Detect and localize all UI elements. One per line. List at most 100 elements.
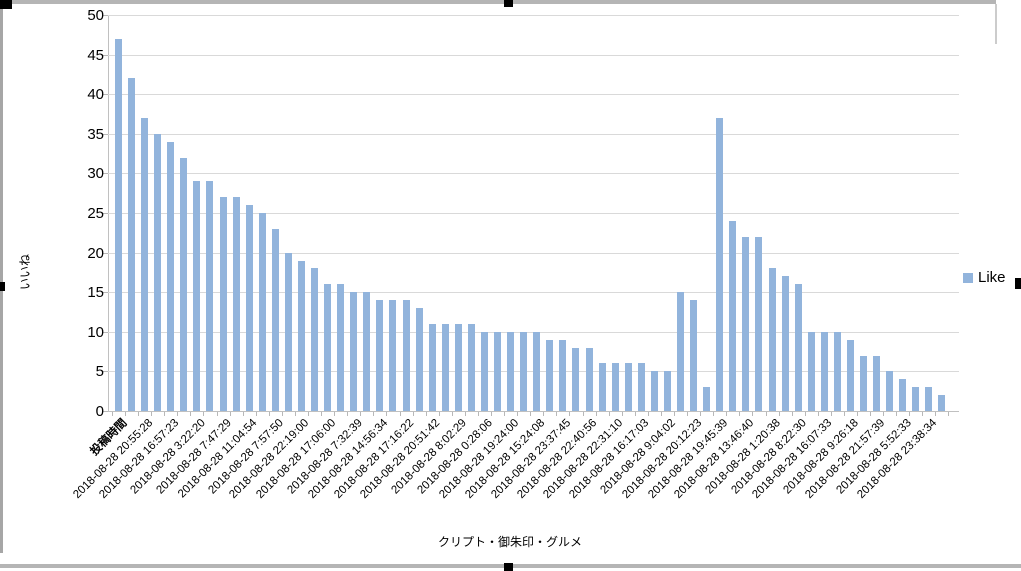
y-axis-tick-label: 10	[87, 324, 104, 341]
bar[interactable]	[860, 356, 867, 411]
y-axis-tick	[103, 253, 108, 254]
bar[interactable]	[220, 197, 227, 411]
legend[interactable]: Like	[963, 270, 1006, 285]
bar[interactable]	[612, 363, 619, 411]
bar[interactable]	[206, 181, 213, 411]
bar[interactable]	[285, 253, 292, 411]
bar[interactable]	[141, 118, 148, 411]
selection-handle-top-middle[interactable]	[504, 0, 513, 7]
bar[interactable]	[128, 78, 135, 411]
bar[interactable]	[311, 268, 318, 411]
bar[interactable]	[442, 324, 449, 411]
bar[interactable]	[912, 387, 919, 411]
bar[interactable]	[729, 221, 736, 411]
selection-handle-top-left[interactable]	[0, 0, 12, 9]
x-axis-tick	[805, 412, 806, 416]
bar[interactable]	[533, 332, 540, 411]
bar[interactable]	[886, 371, 893, 411]
bar[interactable]	[572, 348, 579, 411]
x-axis-tick	[700, 412, 701, 416]
bar[interactable]	[599, 363, 606, 411]
x-axis-tick	[687, 412, 688, 416]
bar[interactable]	[755, 237, 762, 411]
bar[interactable]	[782, 276, 789, 411]
bar[interactable]	[677, 292, 684, 411]
x-axis-tick	[818, 412, 819, 416]
x-axis-tick	[726, 412, 727, 416]
bar[interactable]	[625, 363, 632, 411]
bar[interactable]	[559, 340, 566, 411]
bar[interactable]	[520, 332, 527, 411]
bar[interactable]	[847, 340, 854, 411]
bar[interactable]	[664, 371, 671, 411]
gridline	[108, 253, 959, 254]
gridline	[108, 55, 959, 56]
bar[interactable]	[180, 158, 187, 411]
x-axis-tick	[739, 412, 740, 416]
x-axis-tick	[360, 412, 361, 416]
x-axis-tick	[491, 412, 492, 416]
bar[interactable]	[403, 300, 410, 411]
x-axis-tick	[295, 412, 296, 416]
bar[interactable]	[703, 387, 710, 411]
bar[interactable]	[154, 134, 161, 411]
bar[interactable]	[494, 332, 501, 411]
bar[interactable]	[651, 371, 658, 411]
bar[interactable]	[795, 284, 802, 411]
bar[interactable]	[233, 197, 240, 411]
x-axis-tick	[530, 412, 531, 416]
bar[interactable]	[337, 284, 344, 411]
bar[interactable]	[821, 332, 828, 411]
y-axis-tick-label: 25	[87, 205, 104, 222]
bar[interactable]	[429, 324, 436, 411]
x-axis-tick	[321, 412, 322, 416]
bar[interactable]	[455, 324, 462, 411]
bar[interactable]	[363, 292, 370, 411]
selection-handle-left-middle[interactable]	[0, 282, 5, 291]
y-axis-tick	[103, 292, 108, 293]
y-axis-tick-label: 40	[87, 86, 104, 103]
bar[interactable]	[298, 261, 305, 411]
bar[interactable]	[468, 324, 475, 411]
bar[interactable]	[873, 356, 880, 411]
x-axis-tick	[883, 412, 884, 416]
x-axis-tick	[766, 412, 767, 416]
y-axis-tick-label: 50	[87, 7, 104, 24]
bar[interactable]	[638, 363, 645, 411]
bar[interactable]	[167, 142, 174, 411]
bar[interactable]	[376, 300, 383, 411]
bar[interactable]	[546, 340, 553, 411]
bar[interactable]	[742, 237, 749, 411]
bar[interactable]	[716, 118, 723, 411]
bar[interactable]	[416, 308, 423, 411]
x-axis-tick	[896, 412, 897, 416]
y-axis-tick	[103, 411, 108, 412]
bar[interactable]	[808, 332, 815, 411]
bar[interactable]	[272, 229, 279, 411]
bar[interactable]	[769, 268, 776, 411]
bar[interactable]	[350, 292, 357, 411]
bar[interactable]	[481, 332, 488, 411]
bar[interactable]	[389, 300, 396, 411]
bar[interactable]	[324, 284, 331, 411]
gridline	[108, 213, 959, 214]
selection-handle-bottom-middle[interactable]	[504, 563, 513, 571]
bar[interactable]	[507, 332, 514, 411]
bar[interactable]	[690, 300, 697, 411]
bar[interactable]	[259, 213, 266, 411]
bar[interactable]	[246, 205, 253, 411]
x-axis-title: クリプト・御朱印・グルメ	[437, 535, 582, 549]
bar[interactable]	[586, 348, 593, 411]
bar[interactable]	[938, 395, 945, 411]
bar[interactable]	[193, 181, 200, 411]
x-axis-tick	[517, 412, 518, 416]
bar[interactable]	[115, 39, 122, 411]
bar[interactable]	[899, 379, 906, 411]
bar[interactable]	[834, 332, 841, 411]
selection-handle-right-middle[interactable]	[1015, 278, 1021, 289]
x-axis-tick	[373, 412, 374, 416]
window-border-top	[0, 0, 996, 4]
bar[interactable]	[925, 387, 932, 411]
y-axis-tick	[103, 15, 108, 16]
x-axis-tick	[779, 412, 780, 416]
